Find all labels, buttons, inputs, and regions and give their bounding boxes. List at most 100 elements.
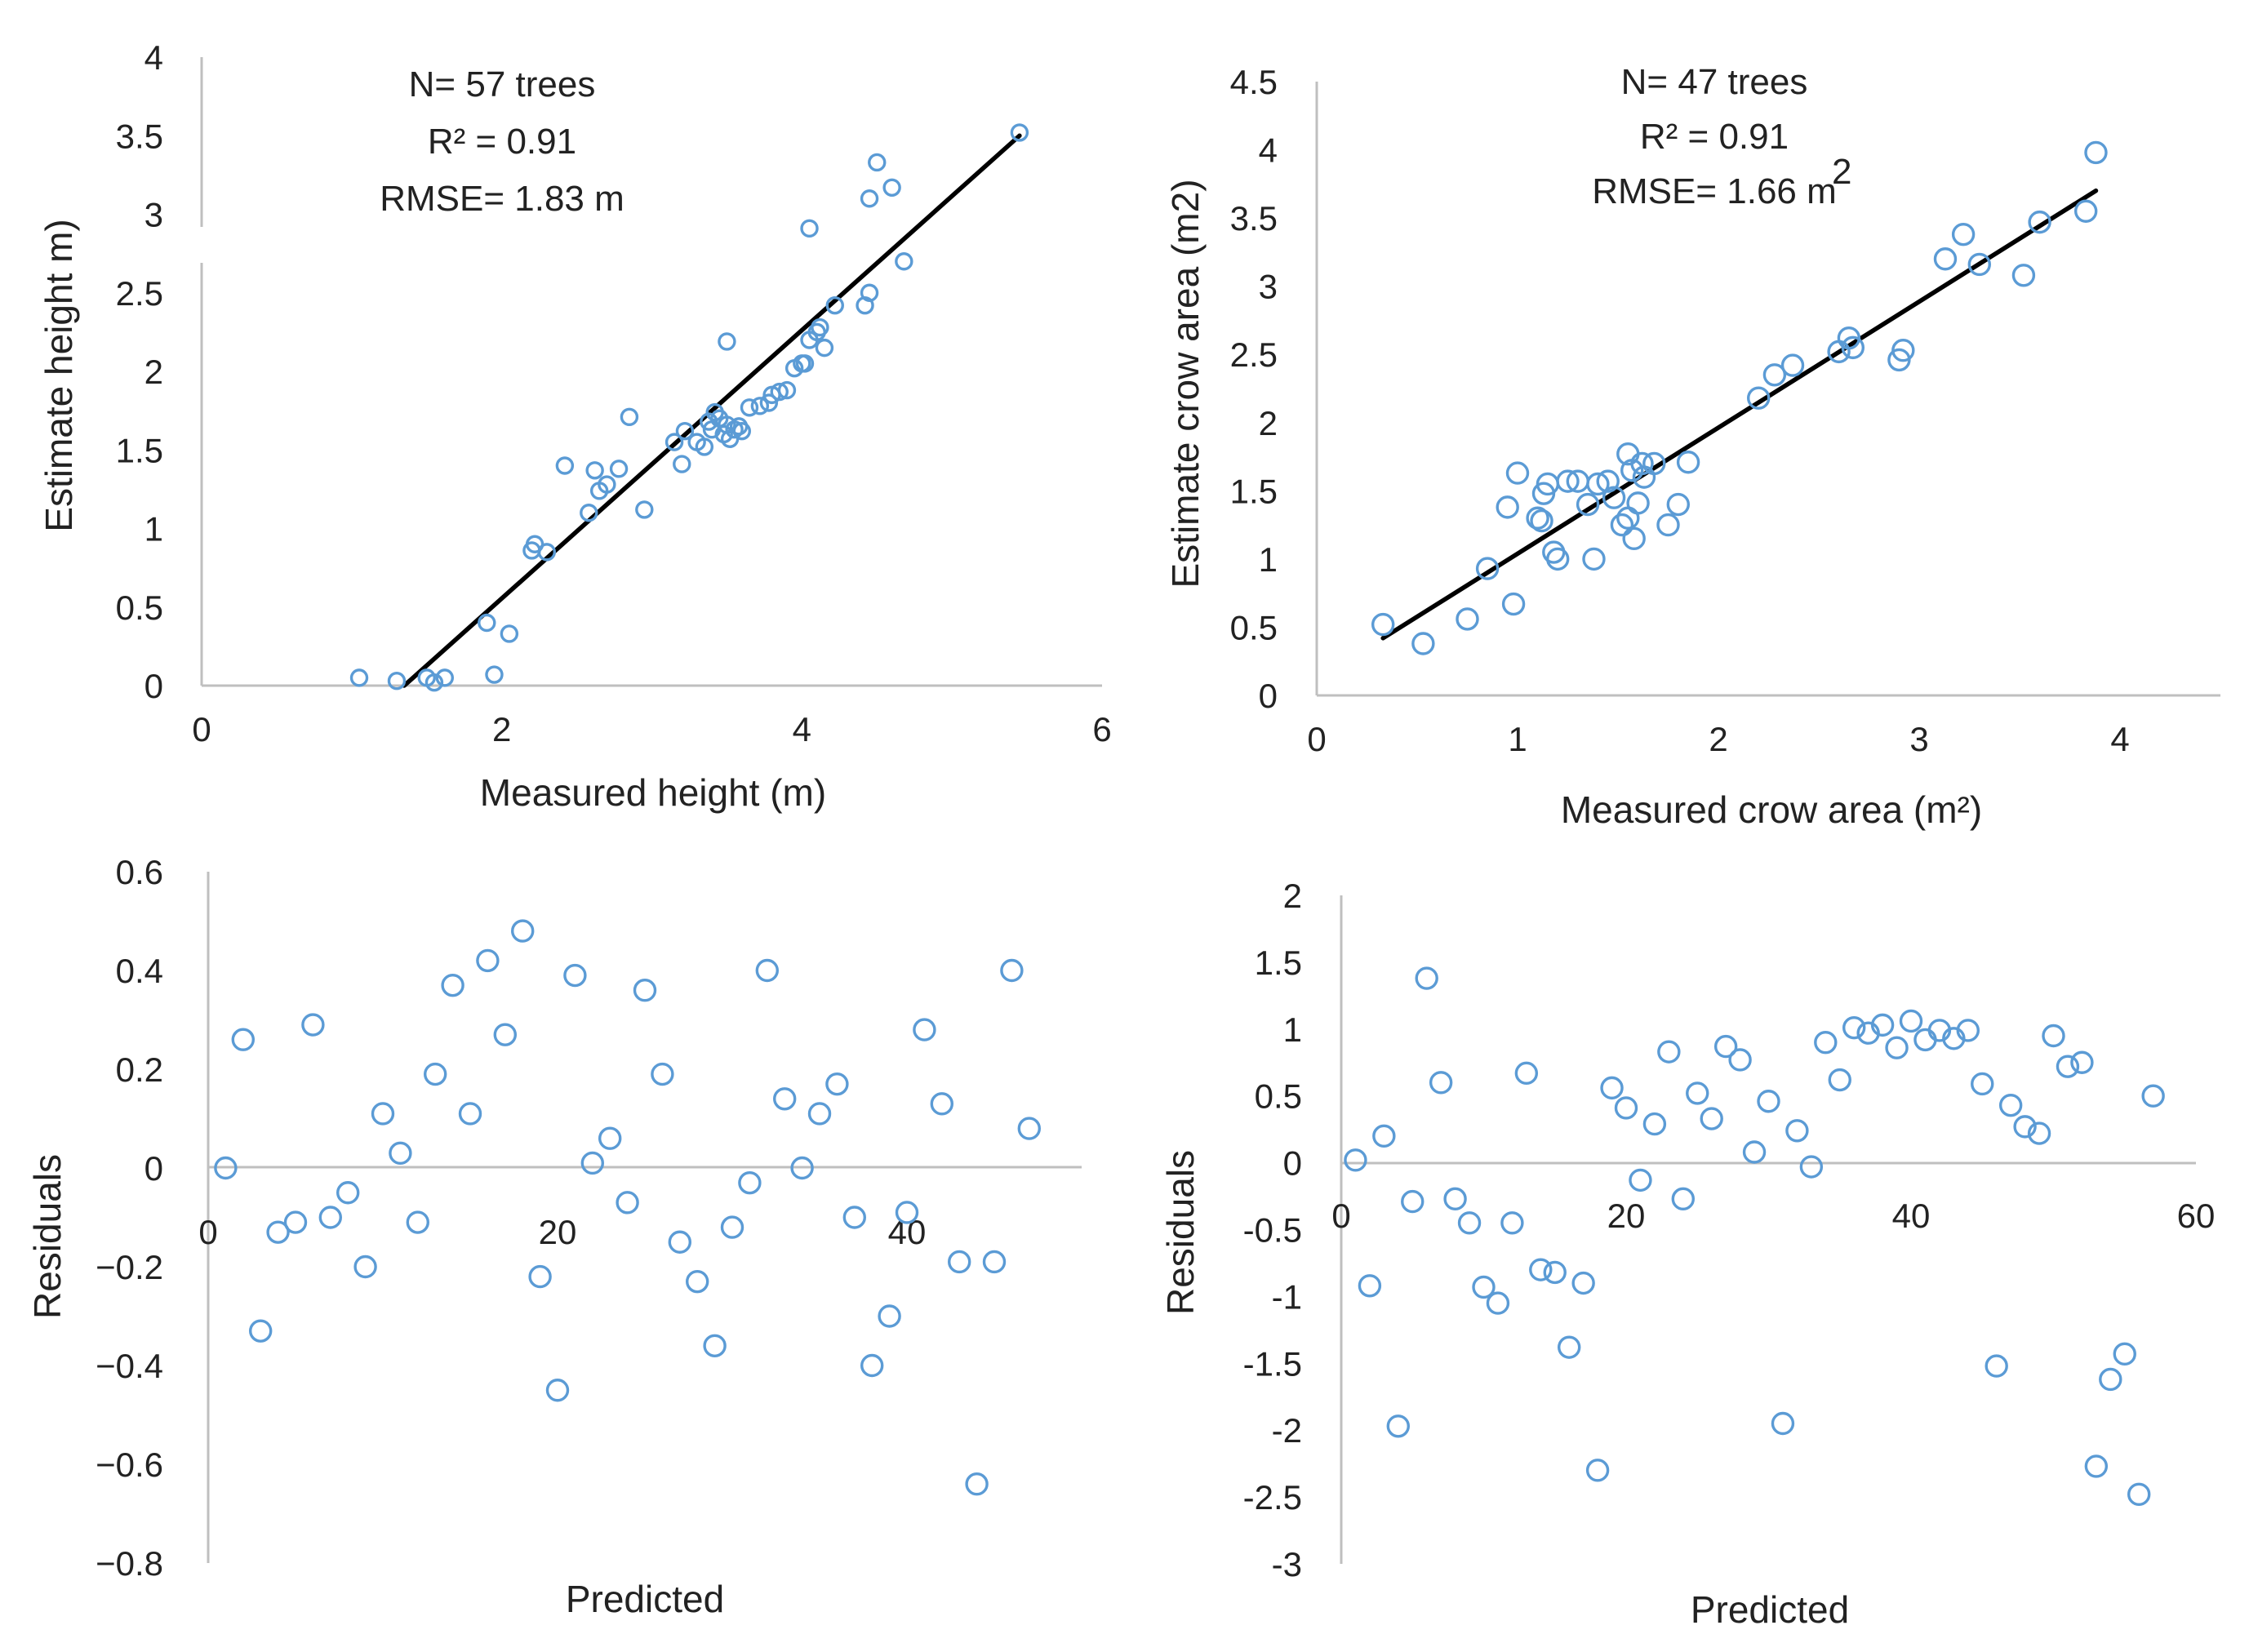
data-point: [511, 919, 535, 943]
tick-labels: 0 1 2 3 4 0 0.5 1 1.5 2 2.5 3 3.5 4 4.5: [1230, 63, 2130, 758]
data-point: [1596, 469, 1620, 493]
data-point: [424, 1062, 447, 1086]
data-point: [759, 393, 779, 412]
y-tick-label: 2: [1283, 877, 1302, 915]
y-tick-label: −0.6: [96, 1446, 163, 1484]
y-tick-label: −0.4: [96, 1347, 163, 1385]
data-point: [580, 1151, 604, 1175]
data-point: [2084, 1454, 2109, 1478]
data-point: [2013, 1115, 2037, 1139]
data-point: [1456, 607, 1479, 631]
data-point: [860, 283, 879, 302]
y-tick-label: 1: [1259, 540, 1278, 579]
data-point: [214, 1156, 238, 1180]
y-tick-label: -3: [1272, 1545, 1302, 1583]
data-point: [770, 382, 789, 402]
data-point: [773, 1087, 797, 1111]
data-point: [1742, 1140, 1767, 1164]
y-tick-label: 0.5: [116, 588, 163, 627]
data-point: [2084, 140, 2108, 165]
data-point: [882, 178, 901, 197]
data-point: [1780, 353, 1805, 377]
data-point: [807, 1102, 832, 1126]
y-tick-label: 1: [1283, 1010, 1302, 1049]
y-tick-label: 0: [1283, 1144, 1302, 1183]
y-tick-label: −0.2: [96, 1248, 163, 1286]
data-point: [2027, 1121, 2051, 1145]
data-point: [598, 475, 616, 494]
data-point: [1757, 1090, 1780, 1113]
annotation-rmse-superscript: 2: [1832, 152, 1851, 192]
data-point: [795, 354, 815, 373]
data-point: [664, 433, 684, 451]
data-point: [1496, 495, 1519, 519]
data-point: [1585, 1459, 1610, 1482]
x-tick-label: 3: [1909, 720, 1928, 758]
data-point: [1501, 592, 1526, 616]
data-point: [1656, 513, 1680, 537]
data-point: [695, 437, 714, 456]
data-point: [318, 1206, 342, 1229]
data-point: [387, 672, 407, 691]
data-point: [1017, 1117, 1042, 1140]
data-point: [1700, 1107, 1723, 1130]
data-point: [1657, 1040, 1681, 1064]
data-point: [478, 613, 496, 633]
data-point: [1586, 472, 1610, 496]
data-points: [1371, 140, 2108, 655]
data-point: [349, 668, 369, 687]
data-point: [1842, 1015, 1866, 1040]
data-point: [668, 1230, 691, 1254]
y-tick-label: 3.5: [116, 117, 163, 155]
y-tick-label: 0.5: [1230, 608, 1278, 646]
x-tick-label: 2: [1709, 720, 1727, 758]
tick-labels: 0 20 40 60 2 1.5 1 0.5 0 -0.5 -1 -1.5 -2 -2.5 -3: [1243, 877, 2216, 1583]
data-point: [1967, 252, 1992, 277]
data-point: [2070, 1050, 2094, 1074]
data-point: [686, 1269, 709, 1294]
data-point: [860, 189, 879, 208]
data-point: [738, 1170, 762, 1195]
data-point: [1622, 526, 1646, 551]
data-point: [811, 318, 829, 337]
data-point: [1505, 461, 1530, 485]
data-point: [1899, 1009, 1923, 1033]
data-point: [500, 624, 519, 643]
y-tick-label: 0.4: [116, 952, 163, 990]
data-point: [1746, 386, 1771, 410]
x-tick-label: 20: [1607, 1197, 1646, 1235]
data-point: [301, 1013, 325, 1037]
x-tick-label: 2: [492, 710, 511, 748]
data-point: [718, 332, 736, 351]
y-tick-label: 2: [144, 353, 163, 391]
y-tick-label: 2.5: [1230, 335, 1278, 374]
data-point: [1686, 1081, 1709, 1105]
annotation-n: N= 47 trees: [1621, 62, 1808, 102]
data-point: [1429, 1071, 1453, 1095]
data-point: [493, 1023, 517, 1046]
data-point: [825, 1072, 849, 1096]
data-point: [895, 1201, 919, 1224]
x-tick-label: 1: [1508, 720, 1527, 758]
data-point: [1985, 1354, 2008, 1378]
data-point: [1556, 469, 1580, 493]
data-point: [868, 153, 887, 172]
x-tick-label: 0: [198, 1213, 217, 1251]
data-point: [283, 1210, 308, 1234]
data-point: [1514, 1061, 1539, 1086]
data-point: [1571, 1271, 1595, 1295]
data-point: [2127, 1482, 2151, 1507]
data-point: [1543, 1260, 1567, 1285]
data-point: [528, 1264, 552, 1289]
y-tick-label: 0.2: [116, 1050, 163, 1089]
x-tick-label: 60: [2177, 1197, 2216, 1235]
x-tick-label: 0: [192, 710, 211, 748]
data-point: [825, 295, 844, 315]
data-point: [266, 1220, 290, 1244]
data-point: [1602, 486, 1626, 509]
data-point: [2056, 1055, 2080, 1078]
data-points: [214, 919, 1042, 1496]
data-point: [1913, 1028, 1937, 1052]
data-point: [860, 1353, 884, 1378]
